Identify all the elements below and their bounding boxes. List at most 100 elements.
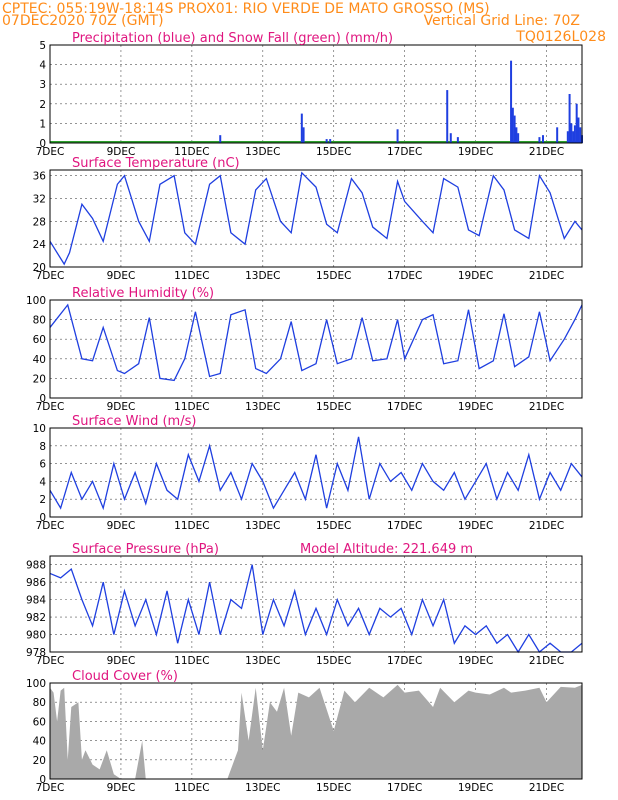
y-tick-label: 8 <box>39 441 46 453</box>
x-tick-label: 9DEC <box>107 655 136 667</box>
x-tick-label: 13DEC <box>245 270 280 282</box>
panel-title: Cloud Cover (%) <box>72 669 178 684</box>
x-tick-label: 9DEC <box>107 782 136 794</box>
panel-title: Surface Pressure (hPa) <box>72 542 219 557</box>
x-tick-label: 9DEC <box>107 520 136 532</box>
x-tick-label: 17DEC <box>387 401 422 413</box>
precip-bar <box>513 115 516 143</box>
x-tick-label: 7DEC <box>36 655 65 667</box>
plot-frame <box>49 682 583 780</box>
x-tick-label: 15DEC <box>316 401 351 413</box>
x-tick-label: 13DEC <box>245 401 280 413</box>
precip-bar <box>325 139 328 143</box>
y-tick-label: 2 <box>39 99 46 111</box>
y-tick-label: 60 <box>33 334 46 346</box>
panel-1: 0 1 2 3 4 5 7DEC 9DEC 11DEC 13DEC 15DEC 17DEC 19DEC 2… <box>36 31 583 158</box>
precip-bar <box>575 103 578 143</box>
x-tick-label: 21DEC <box>529 401 564 413</box>
x-tick-label: 7DEC <box>36 401 65 413</box>
y-tick-label: 20 <box>33 373 46 385</box>
x-tick-label: 11DEC <box>174 270 209 282</box>
x-tick-label: 7DEC <box>36 782 65 794</box>
series-line <box>49 436 583 511</box>
precip-bar <box>566 131 569 143</box>
precip-bar <box>572 131 575 143</box>
y-tick-label: 0 <box>39 512 46 524</box>
header-model-code: TQ0126L028 <box>515 29 606 45</box>
x-tick-label: 17DEC <box>387 655 422 667</box>
y-tick-label: 982 <box>26 612 46 624</box>
x-tick-label: 11DEC <box>174 655 209 667</box>
plot-frame <box>49 299 583 399</box>
y-tick-label: 20 <box>33 755 46 767</box>
y-tick-label: 980 <box>26 630 46 642</box>
panel-6: 0 20 40 60 80 100 7DEC 9DEC 11DEC 13DEC 15DEC 17DEC… <box>26 669 583 794</box>
x-tick-label: 9DEC <box>107 270 136 282</box>
x-tick-label: 19DEC <box>458 655 493 667</box>
panel-title: Precipitation (blue) and Snow Fall (gree… <box>72 31 393 46</box>
y-tick-label: 6 <box>39 459 46 471</box>
precip-bar <box>449 133 452 143</box>
y-tick-label: 40 <box>33 736 46 748</box>
series-line <box>49 303 583 382</box>
x-tick-label: 9DEC <box>107 146 136 158</box>
x-tick-label: 21DEC <box>529 270 564 282</box>
header-grid-note: Vertical Grid Line: 70Z <box>424 13 580 29</box>
precip-bar <box>568 94 571 143</box>
y-tick-label: 4 <box>39 60 46 72</box>
x-tick-label: 13DEC <box>245 782 280 794</box>
x-tick-label: 17DEC <box>387 270 422 282</box>
panel-title: Surface Wind (m/s) <box>72 414 196 429</box>
plot-frame <box>49 427 583 518</box>
x-tick-label: 9DEC <box>107 401 136 413</box>
precip-bar <box>570 123 573 143</box>
model-altitude-label: Model Altitude: 221.649 m <box>300 542 473 557</box>
y-tick-label: 988 <box>26 560 46 572</box>
precip-bar <box>510 60 513 143</box>
y-tick-label: 60 <box>33 716 46 728</box>
x-tick-label: 21DEC <box>529 146 564 158</box>
y-tick-label: 36 <box>33 171 47 183</box>
plot-frame <box>49 555 583 653</box>
x-tick-label: 13DEC <box>245 146 280 158</box>
precip-bar <box>541 135 544 143</box>
y-tick-label: 10 <box>33 423 46 435</box>
x-tick-label: 15DEC <box>316 270 351 282</box>
precip-bar <box>396 129 399 143</box>
x-tick-label: 7DEC <box>36 146 65 158</box>
precip-bar <box>300 113 303 143</box>
x-tick-label: 21DEC <box>529 782 564 794</box>
y-tick-label: 80 <box>33 697 46 709</box>
y-tick-label: 1 <box>39 118 46 130</box>
x-tick-label: 19DEC <box>458 520 493 532</box>
y-tick-label: 100 <box>26 295 46 307</box>
series-line <box>49 171 583 266</box>
x-tick-label: 11DEC <box>174 520 209 532</box>
x-tick-label: 19DEC <box>458 270 493 282</box>
y-tick-label: 0 <box>39 138 46 150</box>
panel-4: 0 2 4 6 8 10 7DEC 9DEC 11DEC 13DEC 15DEC 17DEC 19DEC… <box>33 414 583 532</box>
x-tick-label: 11DEC <box>174 146 209 158</box>
x-tick-label: 19DEC <box>458 782 493 794</box>
x-tick-label: 15DEC <box>316 782 351 794</box>
x-tick-label: 15DEC <box>316 655 351 667</box>
y-tick-label: 100 <box>26 678 46 690</box>
x-tick-label: 13DEC <box>245 520 280 532</box>
precip-bar <box>446 90 449 143</box>
y-tick-label: 5 <box>39 40 46 52</box>
precip-bar <box>573 125 576 143</box>
y-tick-label: 24 <box>33 239 47 251</box>
precip-bar <box>511 107 514 143</box>
panel-2: 20 24 28 32 36 7DEC 9DEC 11DEC 13DEC 15DEC 17DEC 19… <box>33 156 583 282</box>
panel-title: Relative Humidity (%) <box>72 286 214 301</box>
precip-bar <box>579 127 582 143</box>
precip-bar <box>302 127 305 143</box>
x-tick-label: 21DEC <box>529 520 564 532</box>
precip-bar <box>538 137 541 143</box>
y-tick-label: 28 <box>33 216 46 228</box>
y-tick-label: 40 <box>33 354 46 366</box>
y-tick-label: 20 <box>33 262 46 274</box>
precip-bar <box>577 117 580 143</box>
